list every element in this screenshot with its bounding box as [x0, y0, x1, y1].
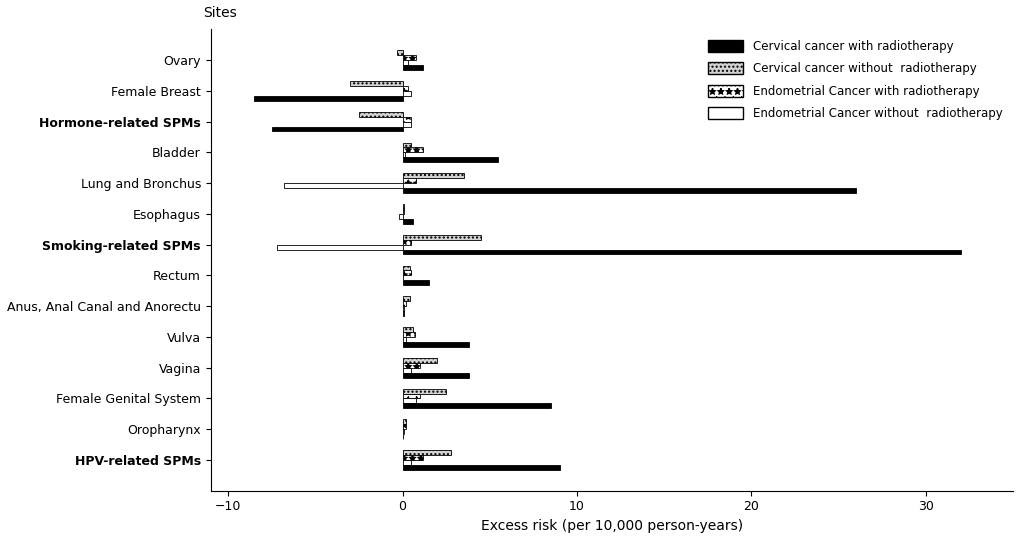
Bar — [403, 117, 411, 122]
Text: Sites: Sites — [203, 6, 236, 20]
Bar — [403, 420, 406, 424]
Bar — [403, 358, 437, 363]
Bar — [403, 306, 404, 311]
Bar — [403, 465, 559, 470]
Bar — [403, 147, 423, 152]
Bar — [403, 363, 420, 368]
Bar — [403, 173, 464, 178]
Bar — [403, 450, 451, 455]
Bar — [403, 235, 481, 240]
Bar — [283, 183, 403, 188]
Bar — [403, 429, 404, 434]
Bar — [403, 368, 411, 373]
Bar — [403, 86, 408, 91]
Bar — [403, 60, 408, 65]
Bar — [403, 143, 411, 147]
Bar — [403, 399, 416, 403]
Bar — [403, 424, 406, 429]
Bar — [403, 204, 404, 209]
Bar — [403, 301, 406, 306]
X-axis label: Excess risk (per 10,000 person-years): Excess risk (per 10,000 person-years) — [480, 519, 742, 533]
Bar — [403, 332, 415, 337]
Legend: Cervical cancer with radiotherapy, Cervical cancer without  radiotherapy, Endome: Cervical cancer with radiotherapy, Cervi… — [702, 35, 1006, 125]
Bar — [403, 394, 420, 399]
Bar — [403, 460, 411, 465]
Bar — [403, 188, 855, 193]
Bar — [403, 327, 413, 332]
Bar — [403, 122, 411, 126]
Bar — [403, 271, 411, 275]
Bar — [403, 209, 404, 214]
Bar — [398, 214, 403, 219]
Bar — [403, 178, 416, 183]
Bar — [403, 266, 409, 271]
Bar — [403, 157, 498, 162]
Bar — [359, 112, 403, 117]
Bar — [403, 249, 960, 254]
Bar — [350, 81, 403, 86]
Bar — [397, 50, 403, 55]
Bar — [254, 96, 403, 100]
Bar — [403, 337, 406, 342]
Bar — [403, 403, 550, 408]
Bar — [403, 91, 411, 96]
Bar — [403, 55, 416, 60]
Bar — [403, 152, 405, 157]
Bar — [403, 280, 428, 285]
Bar — [403, 296, 409, 301]
Bar — [403, 389, 445, 394]
Bar — [403, 342, 469, 347]
Bar — [277, 245, 403, 249]
Bar — [403, 219, 413, 224]
Bar — [403, 240, 411, 245]
Bar — [403, 311, 404, 316]
Bar — [403, 373, 469, 377]
Bar — [403, 455, 423, 460]
Bar — [403, 65, 423, 70]
Bar — [271, 126, 403, 131]
